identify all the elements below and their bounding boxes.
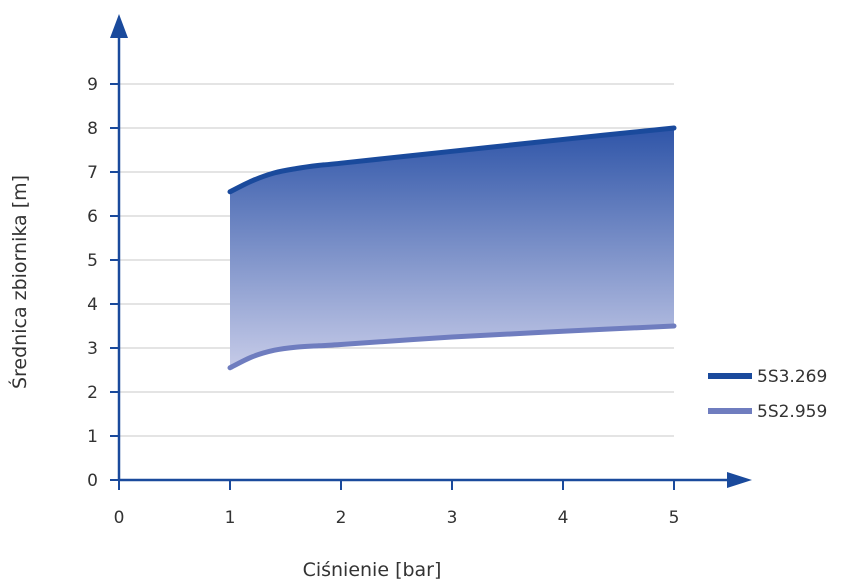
y-tick-label: 9 [87,75,98,95]
y-tick-label: 1 [87,427,98,447]
y-tick-label: 7 [87,163,98,183]
y-tick-label: 8 [87,119,98,139]
x-tick-label: 0 [114,508,125,528]
y-axis-label: Średnica zbiornika [m] [7,175,31,389]
x-tick-label: 5 [669,508,680,528]
range-band [230,128,674,368]
x-tick-label: 1 [225,508,236,528]
y-tick-label: 4 [87,295,98,315]
legend-label: 5S2.959 [757,402,827,422]
y-tick-label: 3 [87,339,98,359]
legend: 5S3.269 5S2.959 [708,367,827,422]
y-tick-label: 5 [87,251,98,271]
series-line-1 [227,125,677,195]
x-axis-arrow-icon [727,472,752,488]
y-tick-label: 6 [87,207,98,227]
x-tick-label: 2 [336,508,347,528]
x-axis-label: Ciśnienie [bar] [303,559,442,581]
legend-label: 5S3.269 [757,367,827,387]
axes [110,14,752,490]
x-tick-label: 3 [447,508,458,528]
x-tick-label: 4 [558,508,569,528]
series-line-2 [227,323,677,371]
y-tick-label: 2 [87,383,98,403]
tick-labels: 0 1 2 3 4 5 6 7 8 9 0 1 2 3 4 5 [87,75,679,528]
series-lines [227,125,677,371]
y-axis-arrow-icon [110,14,128,38]
y-tick-label: 0 [87,471,98,491]
